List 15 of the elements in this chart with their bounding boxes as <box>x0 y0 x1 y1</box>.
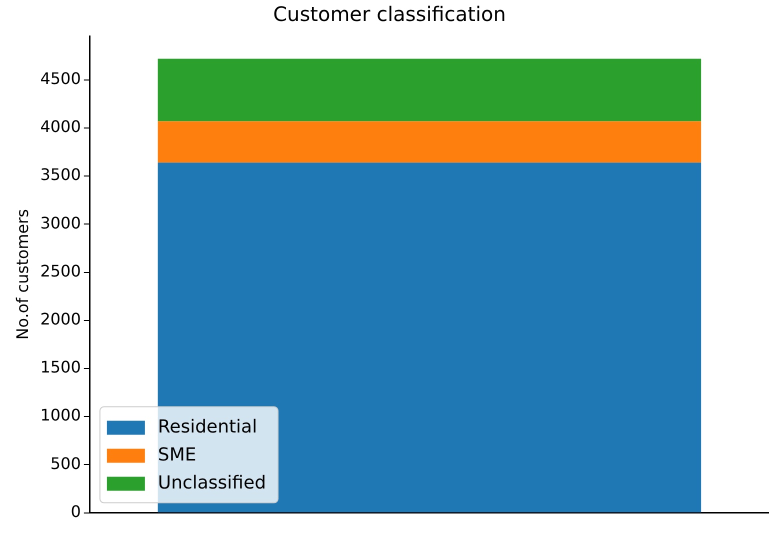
y-tick-label: 0 <box>70 502 81 521</box>
y-tick-label: 3000 <box>40 213 81 232</box>
y-tick-label: 3500 <box>40 165 81 184</box>
y-tick-label: 2000 <box>40 310 81 329</box>
y-tick-label: 4000 <box>40 117 81 136</box>
y-tick-label: 500 <box>50 454 81 473</box>
y-tick-label: 4500 <box>40 69 81 88</box>
y-tick-label: 1500 <box>40 358 81 377</box>
y-tick-label: 1000 <box>40 406 81 425</box>
y-axis-title: No.of customers <box>12 209 32 340</box>
legend-label: Unclassified <box>158 472 266 494</box>
legend-label: SME <box>158 444 196 466</box>
legend-label: Residential <box>158 416 258 438</box>
y-tick-label: 2500 <box>40 261 81 280</box>
chart-title: Customer classification <box>273 2 506 26</box>
